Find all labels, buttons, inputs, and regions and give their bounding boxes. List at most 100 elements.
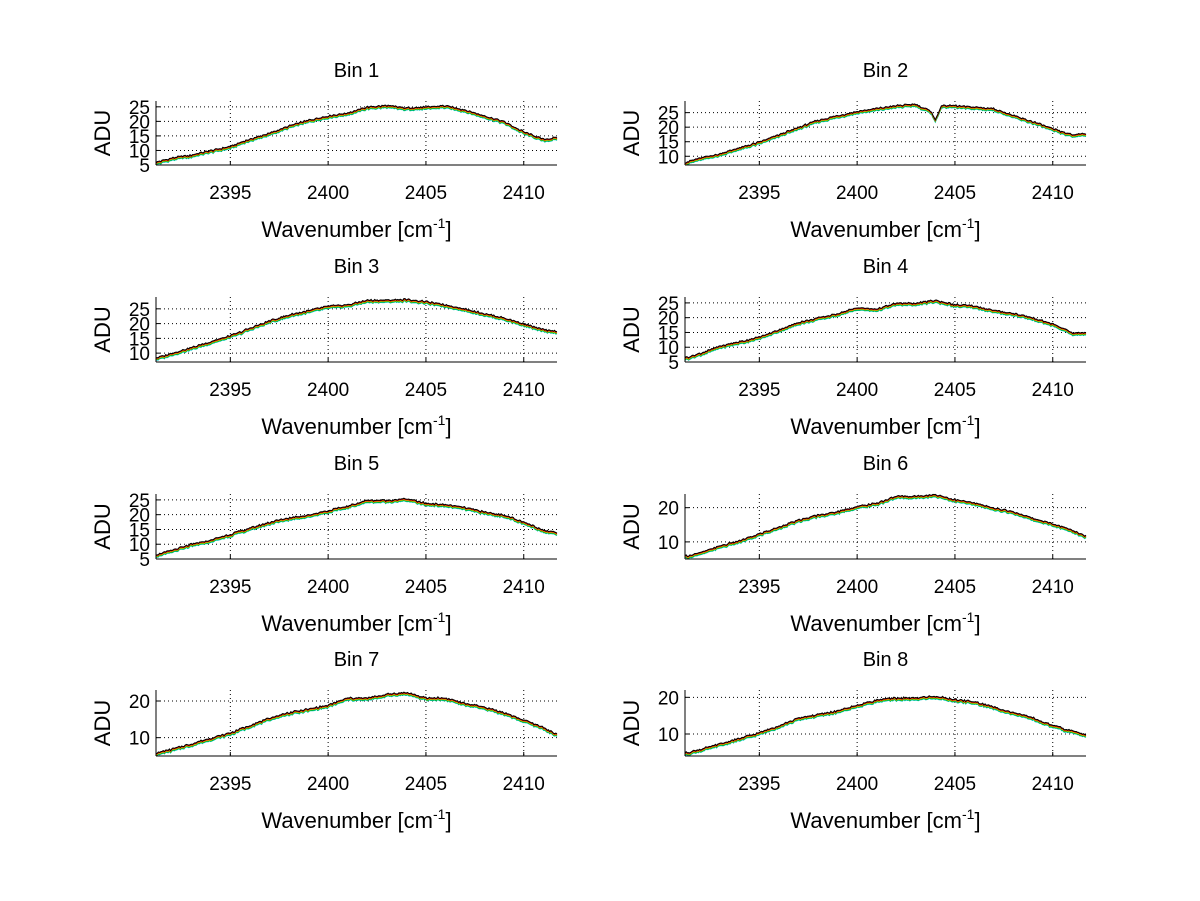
x-axis-label-main: Wavenumber [cm [261, 808, 433, 833]
subplot-bin-7: 2395 2400 2405 2410 10 20 Bin 7 Wavenumber [cm-… [90, 649, 558, 833]
y-tick-label: 5 [668, 353, 679, 374]
x-tick-label: 2405 [405, 774, 447, 795]
y-tick-label: 20 [658, 688, 679, 709]
x-axis-label-end: ] [974, 217, 980, 242]
x-tick-label: 2400 [307, 577, 349, 598]
x-axis-label-main: Wavenumber [cm [790, 808, 962, 833]
subplot-title: Bin 1 [334, 60, 380, 82]
x-tick-label: 2400 [836, 183, 878, 204]
subplot-bin-6: 2395 2400 2405 2410 10 20 Bin 6 Wavenumber [cm-… [619, 453, 1087, 636]
x-tick-label: 2405 [934, 577, 976, 598]
x-tick-label: 2395 [738, 183, 780, 204]
x-tick-label: 2405 [405, 183, 447, 204]
x-axis-label-end: ] [445, 808, 451, 833]
y-tick-label: 10 [658, 147, 679, 168]
series-line-5 [684, 493, 1087, 557]
x-axis-label-end: ] [445, 217, 451, 242]
x-tick-label: 2410 [1032, 183, 1074, 204]
y-tick-label: 5 [139, 550, 150, 571]
x-tick-label: 2395 [738, 577, 780, 598]
subplot-title: Bin 2 [863, 60, 909, 82]
y-axis-label: ADU [90, 110, 115, 156]
x-axis-label-end: ] [974, 414, 980, 439]
x-axis-label-superscript: -1 [962, 412, 975, 428]
y-tick-label: 10 [129, 141, 150, 162]
y-tick-label: 20 [129, 506, 150, 527]
series-line-3 [155, 299, 558, 360]
y-tick-label: 25 [658, 294, 679, 315]
y-tick-label: 20 [129, 315, 150, 336]
series-line-3 [684, 300, 1087, 360]
y-tick-label: 10 [658, 338, 679, 359]
series-line-3 [155, 498, 558, 557]
x-tick-label: 2400 [307, 183, 349, 204]
x-axis-label: Wavenumber [cm-1] [261, 609, 451, 636]
x-tick-label: 2410 [503, 774, 545, 795]
y-tick-label: 20 [658, 309, 679, 330]
x-tick-label: 2400 [307, 774, 349, 795]
x-axis-label-superscript: -1 [962, 609, 975, 625]
series-line-5 [155, 497, 558, 556]
y-axis-label: ADU [90, 503, 115, 549]
y-tick-label: 20 [129, 112, 150, 133]
x-axis-label-main: Wavenumber [cm [790, 217, 962, 242]
y-tick-label: 5 [139, 156, 150, 177]
y-tick-label: 10 [658, 533, 679, 554]
y-tick-label: 20 [658, 118, 679, 139]
series-line-4 [155, 498, 558, 557]
x-tick-label: 2410 [1032, 380, 1074, 401]
y-axis-label: ADU [90, 700, 115, 746]
y-tick-label: 25 [129, 98, 150, 119]
x-tick-label: 2410 [1032, 774, 1074, 795]
y-tick-label: 10 [129, 729, 150, 750]
series-line-5 [684, 299, 1087, 359]
x-axis-label: Wavenumber [cm-1] [261, 215, 451, 242]
y-tick-label: 15 [658, 323, 679, 344]
x-tick-label: 2400 [836, 774, 878, 795]
x-tick-label: 2410 [503, 577, 545, 598]
x-tick-label: 2405 [934, 183, 976, 204]
x-tick-label: 2410 [503, 380, 545, 401]
subplot-title: Bin 8 [863, 649, 909, 671]
y-tick-label: 25 [658, 104, 679, 125]
series-line-2 [155, 299, 558, 361]
x-axis-label: Wavenumber [cm-1] [790, 412, 980, 439]
series-line-4 [684, 695, 1087, 755]
subplot-title: Bin 6 [863, 453, 909, 475]
x-axis-label-end: ] [974, 808, 980, 833]
x-tick-label: 2405 [405, 577, 447, 598]
x-tick-label: 2395 [209, 577, 251, 598]
x-axis-label-main: Wavenumber [cm [790, 414, 962, 439]
y-tick-label: 20 [658, 499, 679, 520]
series-line-5 [684, 695, 1087, 754]
x-axis-label-superscript: -1 [433, 609, 446, 625]
series-line-1 [684, 697, 1087, 757]
series-line-1 [155, 300, 558, 361]
series-line-5 [155, 104, 558, 164]
y-axis-label: ADU [619, 306, 644, 352]
series-line-1 [155, 500, 558, 559]
y-tick-label: 10 [129, 344, 150, 365]
y-tick-label: 15 [658, 133, 679, 154]
x-axis-label-superscript: -1 [433, 412, 446, 428]
x-axis-label-superscript: -1 [962, 215, 975, 231]
x-axis-label-main: Wavenumber [cm [790, 611, 962, 636]
x-axis-label-end: ] [974, 611, 980, 636]
x-tick-label: 2400 [836, 577, 878, 598]
y-tick-label: 25 [129, 491, 150, 512]
x-axis-label-end: ] [445, 611, 451, 636]
series-line-5 [684, 103, 1087, 164]
x-axis-label-end: ] [445, 414, 451, 439]
y-axis-label: ADU [619, 700, 644, 746]
y-tick-label: 15 [129, 329, 150, 350]
x-axis-label-main: Wavenumber [cm [261, 414, 433, 439]
x-tick-label: 2395 [209, 380, 251, 401]
x-axis-label-superscript: -1 [433, 806, 446, 822]
x-tick-label: 2395 [738, 774, 780, 795]
series-line-2 [155, 499, 558, 558]
x-tick-label: 2395 [209, 183, 251, 204]
